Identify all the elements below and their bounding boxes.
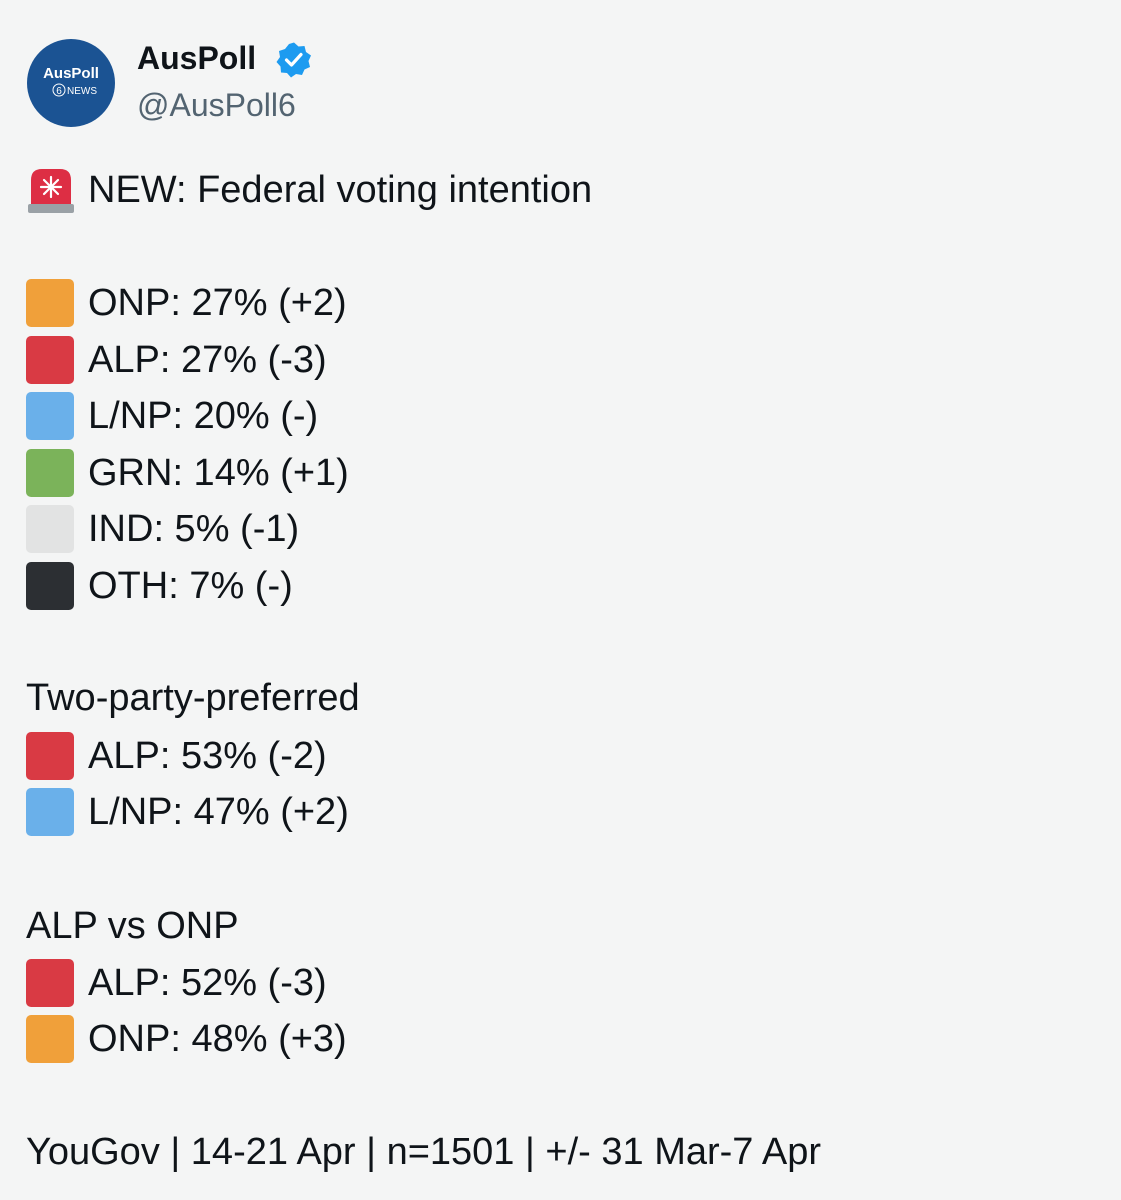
color-swatch [26, 448, 74, 497]
avatar-text: AusPoll [43, 65, 99, 82]
poll-line: ONP: 27% (+2) [88, 282, 347, 324]
avatar-badge: 6 [56, 86, 62, 97]
poll-line: ALP: 52% (-3) [88, 962, 327, 1004]
color-swatch [26, 335, 74, 384]
poll-line: OTH: 7% (-) [88, 565, 293, 607]
section-heading: Two-party-preferred [26, 677, 360, 719]
headline: NEW: Federal voting intention [88, 169, 593, 211]
color-swatch [26, 732, 74, 780]
poll-line: L/NP: 47% (+2) [88, 791, 349, 833]
handle[interactable]: @AusPoll6 [137, 87, 296, 123]
avatar-badge-ring [52, 83, 66, 97]
avatar[interactable]: AusPoll 6 NEWS [26, 38, 116, 128]
poll-line: ALP: 53% (-2) [88, 735, 327, 777]
color-swatch [26, 279, 74, 327]
avatar-circle [27, 39, 115, 127]
section-heading: ALP vs ONP [26, 905, 239, 947]
avatar-sub: NEWS [67, 86, 97, 97]
footer-text: YouGov | 14-21 Apr | n=1501 | +/- 31 Mar… [26, 1131, 822, 1173]
color-swatch [26, 392, 74, 440]
color-swatch [26, 562, 74, 610]
color-swatch [26, 788, 74, 836]
siren-emoji [28, 169, 74, 213]
poll-line: ALP: 27% (-3) [88, 338, 327, 381]
color-swatch [26, 959, 74, 1007]
poll-line: ONP: 48% (+3) [88, 1018, 347, 1060]
poll-line: L/NP: 20% (-) [88, 395, 319, 437]
poll-line: GRN: 14% (+1) [88, 451, 349, 494]
verified-badge [276, 42, 311, 78]
poll-line: IND: 5% (-1) [88, 508, 300, 550]
color-swatch [26, 505, 74, 553]
display-name[interactable]: AusPoll [137, 40, 257, 76]
color-swatch [26, 1015, 74, 1063]
